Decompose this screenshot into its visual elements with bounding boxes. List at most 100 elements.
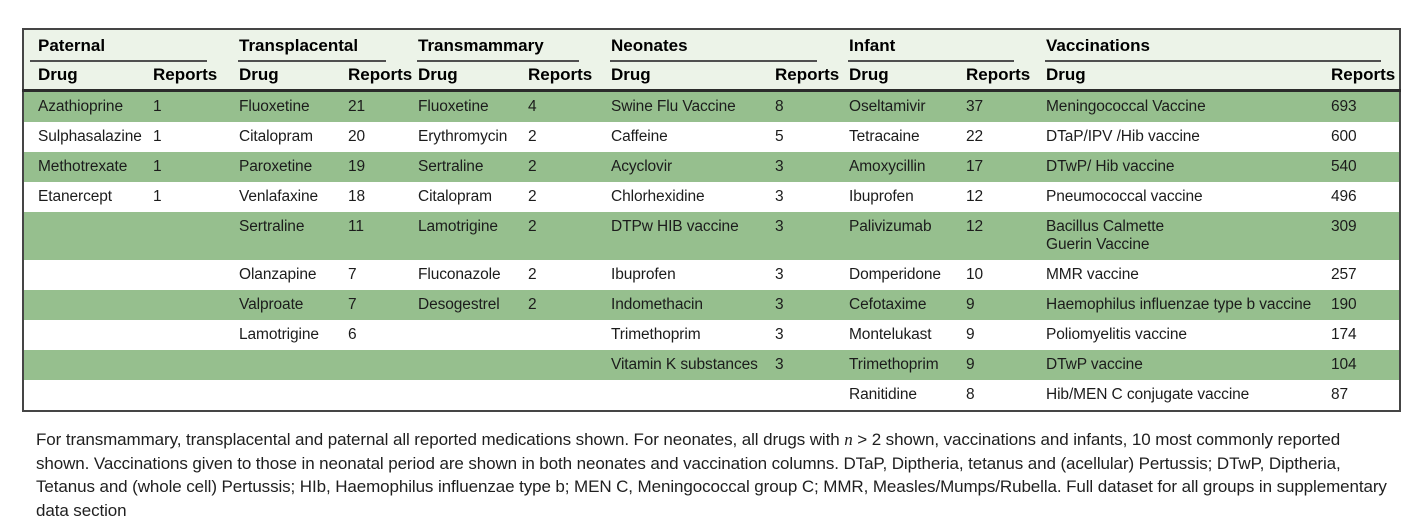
drug-cell: Amoxycillin (835, 151, 952, 182)
drug-cell (23, 259, 139, 290)
drug-cell: Meningococcal Vaccine (1032, 90, 1317, 122)
reports-cell: 19 (334, 151, 404, 182)
drug-cell (23, 349, 139, 380)
drug-cell: Paroxetine (225, 151, 334, 182)
col-header-drug: Drug (23, 62, 139, 92)
col-header-reports: Reports (514, 62, 597, 92)
drug-cell (23, 379, 139, 411)
drug-cell (23, 289, 139, 320)
drug-cell: Acyclovir (597, 151, 761, 182)
reports-cell: 9 (952, 289, 1032, 320)
group-label: Vaccinations (1046, 36, 1150, 55)
col-header-reports: Reports (1317, 62, 1400, 92)
drug-cell (225, 379, 334, 411)
reports-cell: 3 (761, 349, 835, 380)
reports-cell: 22 (952, 121, 1032, 152)
reports-cell: 1 (139, 181, 225, 212)
drug-cell (404, 319, 514, 350)
drug-cell: Sertraline (404, 151, 514, 182)
col-header-drug: Drug (225, 62, 334, 92)
reports-cell: 693 (1317, 90, 1400, 122)
drug-cell (23, 211, 139, 260)
reports-cell: 3 (761, 289, 835, 320)
reports-cell: 3 (761, 211, 835, 260)
reports-cell: 7 (334, 259, 404, 290)
reports-cell: 9 (952, 319, 1032, 350)
col-header-drug: Drug (597, 62, 761, 92)
reports-cell (139, 211, 225, 260)
reports-cell: 309 (1317, 211, 1400, 260)
reports-cell: 12 (952, 181, 1032, 212)
reports-cell (514, 319, 597, 350)
group-header-neonates: Neonates (597, 29, 835, 62)
table-row: Ranitidine 8 Hib/MEN C conjugate vaccine 87 (23, 379, 1400, 411)
reports-cell: 2 (514, 181, 597, 212)
drug-cell: Venlafaxine (225, 181, 334, 212)
drug-cell: Oseltamivir (835, 90, 952, 122)
drug-cell: Caffeine (597, 121, 761, 152)
group-header-transplacental: Transplacental (225, 29, 404, 62)
footnote-italic-n: n (844, 430, 853, 449)
drug-cell (23, 319, 139, 350)
drug-cell: Hib/MEN C conjugate vaccine (1032, 379, 1317, 411)
group-label: Neonates (611, 36, 688, 55)
col-header-reports: Reports (761, 62, 839, 92)
group-header-paternal: Paternal (23, 29, 225, 62)
table-row: Etanercept 1 Venlafaxine 18 Citalopram 2 Chlor… (23, 181, 1400, 212)
reports-cell (139, 259, 225, 290)
reports-cell: 37 (952, 90, 1032, 122)
group-underline (848, 60, 1014, 62)
reports-cell: 9 (952, 349, 1032, 380)
drug-cell: Vitamin K substances (597, 349, 761, 380)
drug-cell (597, 379, 761, 411)
drug-cell: Haemophilus influenzae type b vaccine (1032, 289, 1317, 320)
drug-cell: Fluconazole (404, 259, 514, 290)
group-label: Infant (849, 36, 896, 55)
drug-cell: MMR vaccine (1032, 259, 1317, 290)
reports-cell: 1 (139, 90, 225, 122)
group-underline (610, 60, 817, 62)
drug-cell: DTwP/ Hib vaccine (1032, 151, 1317, 182)
column-header-row: Drug Reports Drug Reports Drug Reports Drug Rep… (23, 62, 1400, 92)
group-header-infant: Infant (835, 29, 1032, 62)
drug-cell: Swine Flu Vaccine (597, 90, 761, 122)
drug-cell: DTwP vaccine (1032, 349, 1317, 380)
drug-cell: Ibuprofen (835, 181, 952, 212)
reports-cell: 174 (1317, 319, 1400, 350)
medications-reports-table: Paternal Transplacental Transmammary Neonat… (22, 28, 1401, 412)
reports-cell: 11 (334, 211, 404, 260)
reports-cell: 21 (334, 90, 404, 122)
drug-cell: Trimethoprim (597, 319, 761, 350)
drug-cell: Cefotaxime (835, 289, 952, 320)
reports-cell: 10 (952, 259, 1032, 290)
group-header-vaccinations: Vaccinations (1032, 29, 1400, 62)
group-label: Paternal (38, 36, 106, 55)
drug-cell: Chlorhexidine (597, 181, 761, 212)
reports-cell: 18 (334, 181, 404, 212)
drug-cell: Citalopram (404, 181, 514, 212)
drug-cell: Sertraline (225, 211, 334, 260)
group-header-transmammary: Transmammary (404, 29, 597, 62)
reports-cell: 257 (1317, 259, 1400, 290)
table-row: Methotrexate 1 Paroxetine 19 Sertraline 2 Acyc… (23, 151, 1400, 182)
reports-cell: 2 (514, 259, 597, 290)
drug-cell: DTaP/IPV /Hib vaccine (1032, 121, 1317, 152)
drug-cell: Lamotrigine (404, 211, 514, 260)
drug-cell: Indomethacin (597, 289, 761, 320)
reports-cell: 8 (952, 379, 1032, 411)
drug-cell: Methotrexate (23, 151, 139, 182)
table-row: Olanzapine 7 Fluconazole 2 Ibuprofen 3 Domperi… (23, 259, 1400, 290)
drug-cell: Ranitidine (835, 379, 952, 411)
table-row: Vitamin K substances 3 Trimethoprim 9 DTwP v… (23, 349, 1400, 380)
col-header-drug: Drug (1032, 62, 1317, 92)
reports-cell (139, 379, 225, 411)
drug-cell: Azathioprine (23, 90, 139, 122)
group-underline (1045, 60, 1381, 62)
footnote: For transmammary, transplacental and pat… (36, 428, 1388, 522)
reports-cell: 104 (1317, 349, 1400, 380)
drug-cell (225, 349, 334, 380)
group-underline (30, 60, 207, 62)
reports-cell: 20 (334, 121, 404, 152)
footnote-text-1: For transmammary, transplacental and pat… (36, 430, 845, 449)
reports-cell: 12 (952, 211, 1032, 260)
